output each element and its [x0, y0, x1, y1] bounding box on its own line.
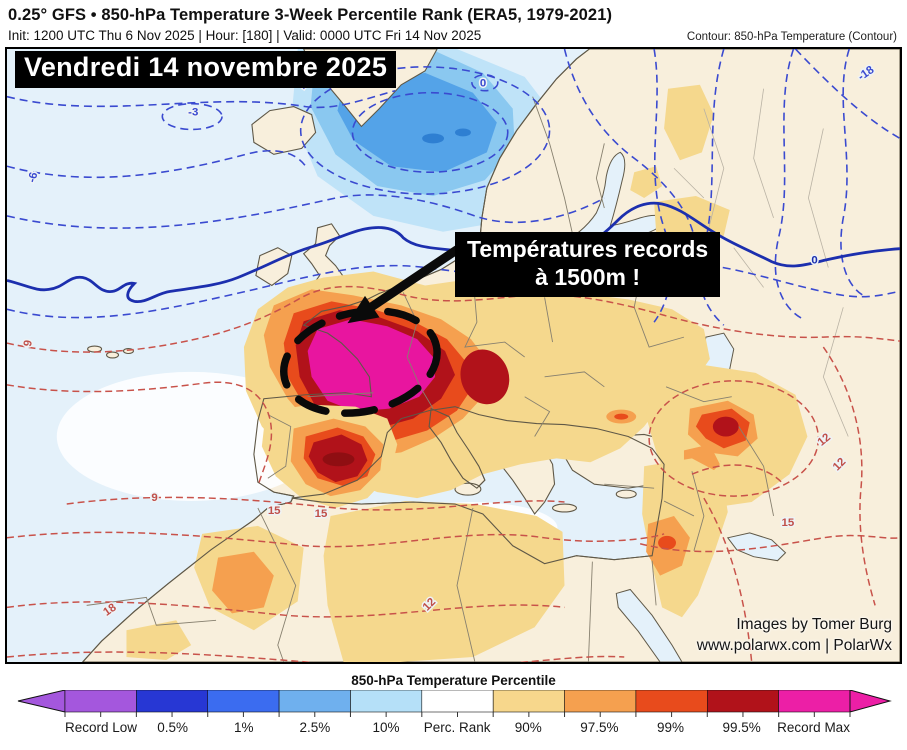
credit-website: www.polarwx.com | PolarWx: [696, 637, 892, 655]
heat-darkred-caucasus: [712, 416, 739, 437]
annotation-line1: Températures records: [467, 236, 709, 262]
highlight-dashed-ellipse: [280, 307, 441, 417]
heat-maroon-spot: [322, 452, 355, 467]
svg-text:15: 15: [315, 508, 328, 520]
europe-weather-map: -3 -6 0 -18 0 -9 9 9 15 15 18 12 12 12 1…: [7, 49, 900, 662]
annotation-box: Températures records à 1500m !: [455, 232, 721, 298]
colorbar-label: 99%: [656, 720, 684, 735]
page-title: 0.25° GFS • 850-hPa Temperature 3-Week P…: [8, 6, 613, 24]
coastline-overlay: [82, 49, 665, 662]
header: 0.25° GFS • 850-hPa Temperature 3-Week P…: [0, 0, 907, 43]
svg-text:0: 0: [811, 255, 817, 267]
island-cyprus: [615, 489, 637, 499]
land-iceland: [251, 106, 317, 155]
colorbar-label: 10%: [372, 720, 400, 735]
heat-magenta-france: [307, 319, 436, 412]
heat-gold-russia-1: [664, 84, 714, 161]
colorbar-ticks: [64, 712, 851, 717]
colorbar-label: Record Low: [65, 720, 138, 735]
colorbar-label: 90%: [514, 720, 542, 735]
colorbar-label: 2.5%: [299, 720, 331, 735]
colorbar-right-arrow: [849, 690, 892, 713]
heat-redorange-balkans: [614, 413, 629, 420]
colorbar-scale: [17, 690, 892, 717]
colorbar-labels: Record Low 0.5% 1% 2.5% 10% Perc. Rank 9…: [65, 720, 850, 735]
svg-text:9: 9: [22, 339, 35, 347]
svg-text:-6: -6: [26, 171, 40, 184]
colorbar: 850-hPa Temperature Percentile Record Lo…: [0, 673, 907, 735]
region-borders: [673, 88, 849, 437]
svg-text:9: 9: [151, 492, 157, 504]
contour-note: Contour: 850-hPa Temperature (Contour): [686, 31, 897, 43]
credit-author: Images by Tomer Burg: [736, 615, 892, 633]
colorbar-label: 1%: [233, 720, 254, 735]
annotation-arrow: [347, 245, 462, 324]
colorbar-title: 850-hPa Temperature Percentile: [351, 673, 556, 688]
heat-darkred-lobe-east: [460, 349, 510, 405]
contours-warm: [7, 285, 900, 662]
country-borders: [86, 96, 775, 662]
svg-text:15: 15: [268, 505, 281, 517]
annotation-line2: à 1500m !: [535, 264, 641, 291]
date-label: Vendredi 14 novembre 2025: [15, 51, 397, 88]
init-valid-line: Init: 1200 UTC Thu 6 Nov 2025 | Hour: [1…: [8, 28, 482, 43]
islands-canary: [87, 345, 103, 353]
heat-orange-morocco: [212, 551, 274, 614]
colorbar-label: Record Max: [777, 720, 850, 735]
weather-map-frame: -3 -6 0 -18 0 -9 9 9 15 15 18 12 12 12 1…: [5, 47, 902, 664]
sea-persian-gulf: [726, 532, 787, 562]
heat-gold-sahara-west: [126, 620, 192, 661]
colorbar-label: 0.5%: [157, 720, 188, 735]
credits: Images by Tomer Burg www.polarwx.com | P…: [697, 614, 892, 657]
svg-text:0: 0: [480, 78, 486, 90]
sea-red: [615, 588, 683, 662]
svg-text:-3: -3: [188, 107, 198, 119]
heat-redorange-mideast: [658, 535, 677, 550]
heat-gold-algeria-libya: [323, 501, 565, 662]
svg-text:15: 15: [782, 517, 795, 529]
colorbar-segments: [64, 690, 851, 713]
colorbar-label: 99.5%: [722, 720, 761, 735]
contour-zero-line: [7, 201, 900, 303]
colorbar-left-arrow: [17, 690, 66, 713]
colorbar-label: Perc. Rank: [423, 720, 491, 735]
island-crete: [552, 503, 577, 513]
colorbar-label: 97.5%: [580, 720, 619, 735]
